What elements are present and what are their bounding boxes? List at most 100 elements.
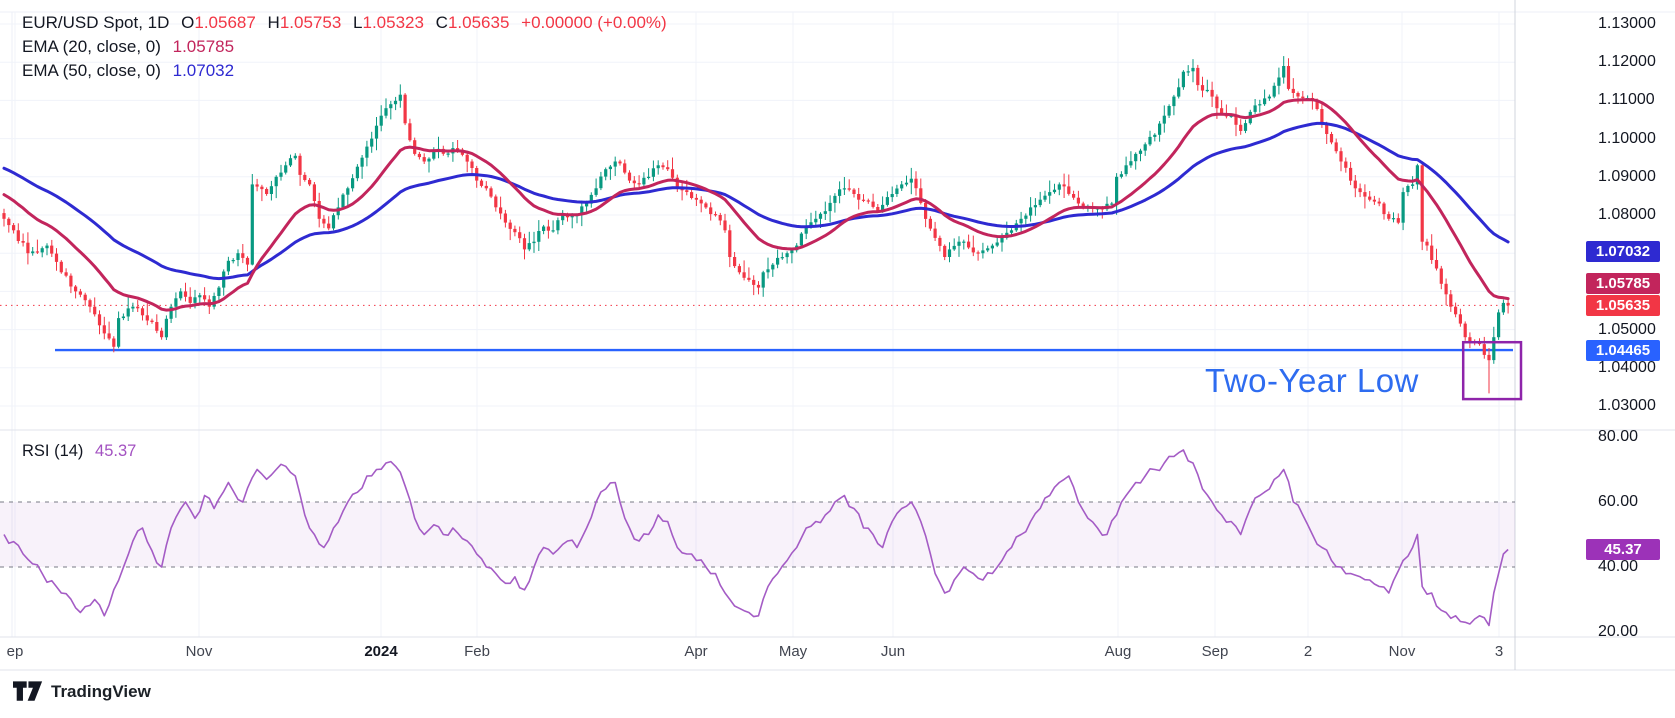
candle-body [642,177,646,185]
candle-body [666,167,670,170]
rsi-line[interactable] [3,449,1509,627]
ema20-line[interactable] [2,98,1510,312]
price-tick-label: 1.12000 [1598,53,1656,71]
candle-body [226,260,230,272]
candle-body [881,204,885,212]
candle-body [1134,153,1138,162]
low-label: L [353,13,363,32]
candle-body [1434,260,1439,269]
highlight-box[interactable] [1461,340,1523,401]
candle-body [866,200,870,202]
candle-body [651,168,655,177]
candle-body [742,272,746,278]
candle-body [150,320,154,322]
candle-body [1210,89,1214,97]
candle-body [1215,96,1219,109]
ema20-legend-row[interactable]: EMA (20, close, 0) 1.05785 [22,37,241,57]
candle-body [1162,115,1166,124]
candle-body [1349,167,1353,181]
candle-body [265,189,269,194]
candle-body [250,184,254,265]
time-tick-label: Aug [1104,643,1132,660]
candle-body [303,174,307,180]
candle-body [417,153,421,158]
candle-body [647,176,651,178]
candle-body [1492,337,1496,361]
candle-body [255,184,259,187]
two-year-low-annotation[interactable]: Two-Year Low [1205,362,1419,399]
candle-body [2,213,6,219]
ema50-value: 1.07032 [172,61,235,80]
candle-body [1497,312,1501,338]
candle-body [838,189,842,196]
candle-body [7,218,11,226]
price-tick-label: 1.10000 [1598,129,1656,147]
candle-body [1391,218,1396,220]
candle-body [1401,192,1405,223]
candle-body [1463,323,1467,338]
time-tick-label: ep [6,643,24,660]
candle-body [1048,192,1052,196]
chart-plot[interactable] [0,0,1675,672]
candle-body [74,286,78,292]
candle-body [1067,186,1071,194]
candle-body [828,202,832,212]
candle-body [1468,337,1472,341]
candle-body [852,189,856,194]
rsi-tick-label: 40.00 [1598,558,1639,575]
candle-body [374,125,379,139]
high-label: H [267,13,280,32]
candle-body [580,206,584,215]
candle-body [1449,294,1453,307]
candle-body [1263,98,1267,105]
candle-body [656,165,660,169]
rsi-band [0,502,1515,567]
candle-body [1019,218,1023,224]
candle-body [1081,203,1085,208]
candle-body [766,269,770,273]
candle-body [599,176,603,189]
candle-body [1482,344,1486,355]
candle-body [876,207,880,212]
candle-body [1382,203,1386,215]
tradingview-watermark[interactable]: TradingView [13,681,151,702]
candle-body [1258,104,1262,106]
candle-body [198,295,202,298]
candle-body [933,228,937,238]
candle-body [747,277,751,280]
ema50-legend-row[interactable]: EMA (50, close, 0) 1.07032 [22,61,241,81]
candle-body [107,333,111,339]
candle-body [140,308,145,316]
candle-body [780,257,784,259]
candle-body [1115,176,1119,204]
last-price-badge: 1.05635 [1586,294,1660,316]
candle-body [274,176,278,187]
candle-body [384,108,388,116]
candle-body [1458,314,1462,324]
candle-body [967,241,971,248]
candle-body [370,138,374,147]
candle-body [1119,174,1123,177]
time-tick-label: Feb [464,643,490,660]
candle-body [26,242,30,254]
time-tick-label: 3 [1494,643,1504,660]
candle-body [537,231,541,242]
candle-body [64,272,68,276]
candle-body [952,245,956,250]
candle-body [814,218,818,223]
rsi-legend-row[interactable]: RSI (14) 45.37 [22,442,143,461]
time-tick-label: Nov [185,643,213,660]
ema50-line[interactable] [2,121,1510,281]
candle-body [45,245,49,249]
candle-body [379,115,383,126]
candle-body [12,225,16,231]
symbol-legend-row[interactable]: EUR/USD Spot, 1D O1.05687 H1.05753 L1.05… [22,13,674,33]
candle-body [1291,88,1295,93]
candle-body [398,94,402,101]
candle-body [1439,268,1443,284]
candle-body [317,201,321,219]
candle-body [1377,201,1381,204]
candle-body [1076,197,1080,204]
candle-body [594,188,598,195]
high-value: 1.05753 [279,13,342,32]
